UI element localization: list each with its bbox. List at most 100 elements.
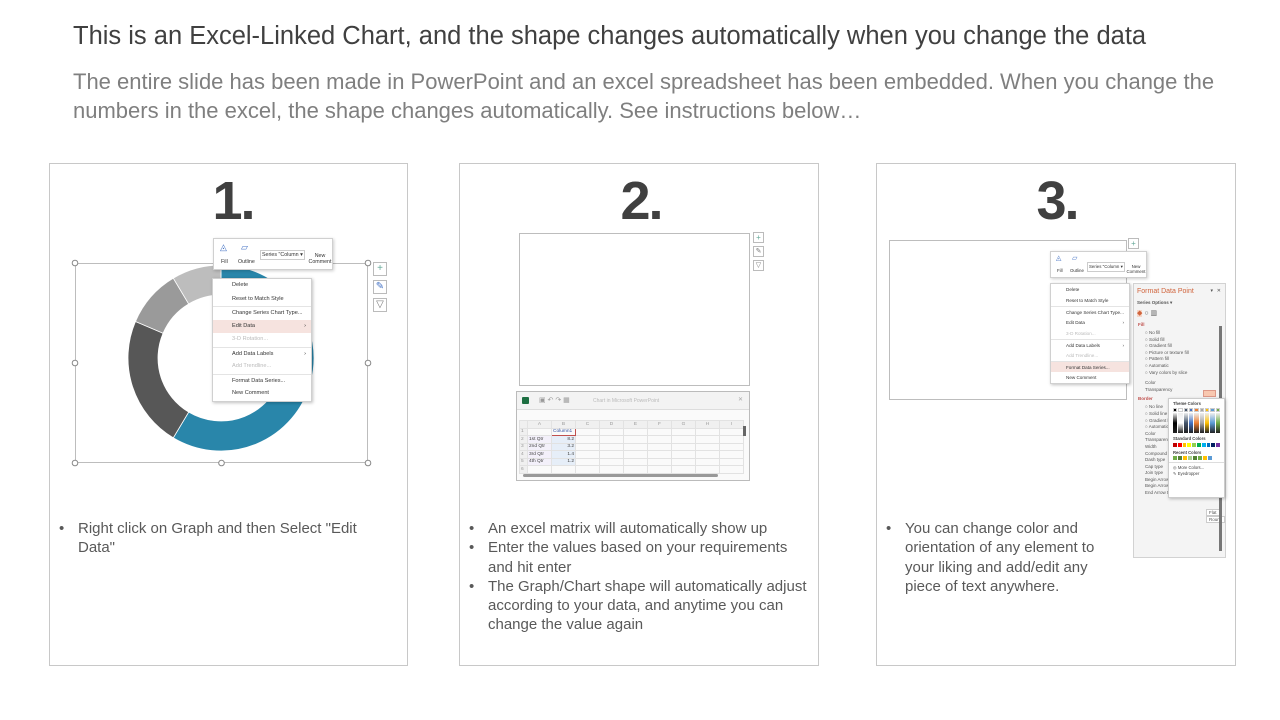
cell[interactable] [623, 427, 648, 436]
chart-styles-brush-icon[interactable]: ✎ [753, 246, 764, 257]
resize-handle[interactable] [218, 459, 225, 467]
row-header[interactable]: 6 [519, 465, 528, 474]
cell[interactable] [695, 465, 720, 474]
color-swatch[interactable] [1188, 456, 1192, 460]
color-swatch[interactable] [1216, 443, 1220, 447]
value-cell[interactable]: 1.4 [551, 450, 576, 459]
color-shades[interactable] [1199, 413, 1204, 433]
cell[interactable] [599, 427, 624, 436]
chart-filter-icon[interactable]: ▽ [753, 260, 764, 271]
context-menu-item[interactable]: Reset to Match Style [1066, 298, 1109, 303]
cell[interactable] [623, 465, 648, 474]
chart-elements-plus-icon[interactable]: + [1128, 238, 1139, 249]
color-swatch[interactable] [1187, 443, 1192, 447]
context-menu-item[interactable]: New Comment [1066, 375, 1097, 380]
color-shades[interactable] [1204, 413, 1210, 433]
fill-option[interactable]: ○ Gradient fill [1145, 343, 1172, 349]
color-swatch[interactable] [1194, 408, 1199, 412]
border-option[interactable]: ○ Gradient line [1145, 417, 1175, 423]
cell[interactable] [623, 435, 648, 444]
label-cell[interactable]: 3rd Qtr [527, 450, 552, 459]
cell[interactable] [599, 457, 624, 466]
cell[interactable] [623, 457, 648, 466]
outline-icon[interactable]: ▱ [1072, 255, 1078, 262]
color-swatch[interactable] [1201, 443, 1206, 447]
color-swatch[interactable] [1193, 456, 1197, 460]
color-swatch[interactable] [1203, 456, 1207, 460]
border-option[interactable]: ○ Solid line [1145, 410, 1168, 416]
context-menu-item[interactable]: Delete [1066, 287, 1080, 292]
border-option[interactable]: ○ No line [1145, 404, 1163, 410]
cell[interactable] [671, 457, 696, 466]
resize-handle[interactable] [364, 459, 372, 467]
header-cell[interactable]: Column1 [551, 427, 576, 436]
more-colors-item[interactable]: ◎ More Colors... [1169, 462, 1224, 470]
column-header[interactable]: C [575, 420, 600, 429]
context-menu-item[interactable]: Edit Data [1051, 317, 1129, 328]
context-menu-item[interactable]: Change Series Chart Type... [213, 306, 311, 320]
cell[interactable] [527, 465, 552, 474]
context-menu-item[interactable]: Add Data Labels [213, 346, 311, 360]
color-shades[interactable] [1215, 413, 1220, 433]
corner-cell[interactable] [519, 420, 528, 429]
color-shades[interactable] [1194, 413, 1199, 433]
cell[interactable] [527, 427, 552, 436]
close-icon[interactable]: ✕ [737, 397, 743, 403]
pane-menu-icon[interactable]: ▾ [1210, 288, 1213, 294]
fill-option[interactable]: ○ Solid fill [1145, 336, 1165, 342]
context-menu-item[interactable]: Edit Data [213, 319, 311, 333]
resize-handle[interactable] [71, 259, 79, 267]
fill-icon[interactable]: ◬ [1056, 255, 1062, 262]
color-swatch[interactable] [1178, 456, 1182, 460]
column-header[interactable]: F [647, 420, 672, 429]
cell[interactable] [647, 457, 672, 466]
color-shades[interactable] [1173, 413, 1178, 433]
color-swatch[interactable] [1199, 408, 1204, 412]
outline-button[interactable]: Outline [238, 259, 255, 265]
row-header[interactable]: 3 [519, 442, 528, 451]
color-swatch[interactable] [1182, 443, 1187, 447]
color-swatch[interactable] [1177, 443, 1182, 447]
horizontal-scrollbar[interactable] [523, 474, 718, 477]
border-option[interactable]: ○ Automatic [1145, 424, 1169, 430]
color-shades[interactable] [1178, 413, 1183, 433]
column-header[interactable]: H [695, 420, 720, 429]
fill-option[interactable]: ○ Vary colors by slice [1145, 369, 1188, 375]
cell[interactable] [695, 427, 720, 436]
cell[interactable] [575, 457, 600, 466]
value-cell[interactable]: 3.2 [551, 442, 576, 451]
new-comment-button[interactable]: New Comment [1126, 264, 1146, 274]
cell[interactable] [671, 450, 696, 459]
join-type-dropdown[interactable]: Round [1206, 516, 1225, 523]
effects-icon[interactable]: ○ [1144, 310, 1149, 317]
series-dropdown[interactable]: Series "Column ▾ [260, 250, 305, 260]
outline-button[interactable]: Outline [1070, 268, 1084, 273]
cell[interactable] [647, 427, 672, 436]
value-cell[interactable]: 8.2 [551, 435, 576, 444]
color-swatch[interactable] [1206, 443, 1211, 447]
fill-button[interactable]: Fill [221, 259, 228, 265]
row-header[interactable]: 1 [519, 427, 528, 436]
context-menu-item[interactable]: Reset to Match Style [232, 295, 284, 302]
column-header[interactable]: E [623, 420, 648, 429]
context-menu-item[interactable]: Add Data Labels [1051, 339, 1129, 351]
label-cell[interactable]: 4th Qtr [527, 457, 552, 466]
eyedropper-item[interactable]: ✎ Eyedropper [1173, 471, 1200, 476]
color-swatch[interactable] [1196, 443, 1201, 447]
resize-handle[interactable] [364, 359, 372, 367]
cell[interactable] [575, 435, 600, 444]
chart-styles-brush-icon[interactable]: ✎ [373, 280, 387, 294]
cell[interactable] [647, 450, 672, 459]
outline-icon[interactable]: ▱ [241, 242, 248, 252]
fill-line-icon[interactable]: ◆ [1137, 310, 1143, 317]
color-shades[interactable] [1188, 413, 1194, 433]
context-menu-item[interactable]: New Comment [232, 390, 269, 396]
series-options-dropdown[interactable]: Series Options ▾ [1137, 300, 1173, 305]
cell[interactable] [671, 465, 696, 474]
color-swatch[interactable] [1173, 408, 1178, 412]
new-comment-button[interactable]: New Comment [308, 253, 332, 265]
close-icon[interactable]: ✕ [1216, 288, 1221, 294]
cell[interactable] [575, 442, 600, 451]
cap-type-dropdown[interactable]: Flat [1206, 509, 1220, 516]
color-picker-button[interactable] [1203, 390, 1216, 397]
